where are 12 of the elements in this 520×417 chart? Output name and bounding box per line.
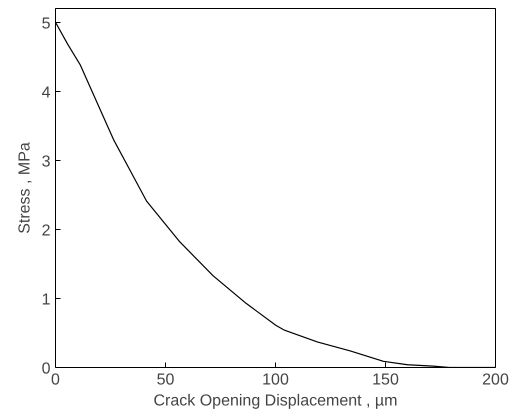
y-tick-label: 2 <box>42 222 51 240</box>
x-tick-label: 150 <box>372 372 399 388</box>
x-tick-label: 100 <box>262 372 289 388</box>
x-axis-title: Crack Opening Displacement , µm <box>154 392 398 410</box>
x-tick-label: 200 <box>482 372 509 388</box>
y-tick-label: 0 <box>42 360 51 378</box>
y-tick-label: 5 <box>42 15 51 32</box>
y-axis-title: Stress , MPa <box>16 142 34 234</box>
y-tick-label: 3 <box>42 153 51 170</box>
y-tick-label: 1 <box>42 291 51 308</box>
x-tick-label: 50 <box>156 372 174 388</box>
y-tick-label: 4 <box>42 84 51 102</box>
